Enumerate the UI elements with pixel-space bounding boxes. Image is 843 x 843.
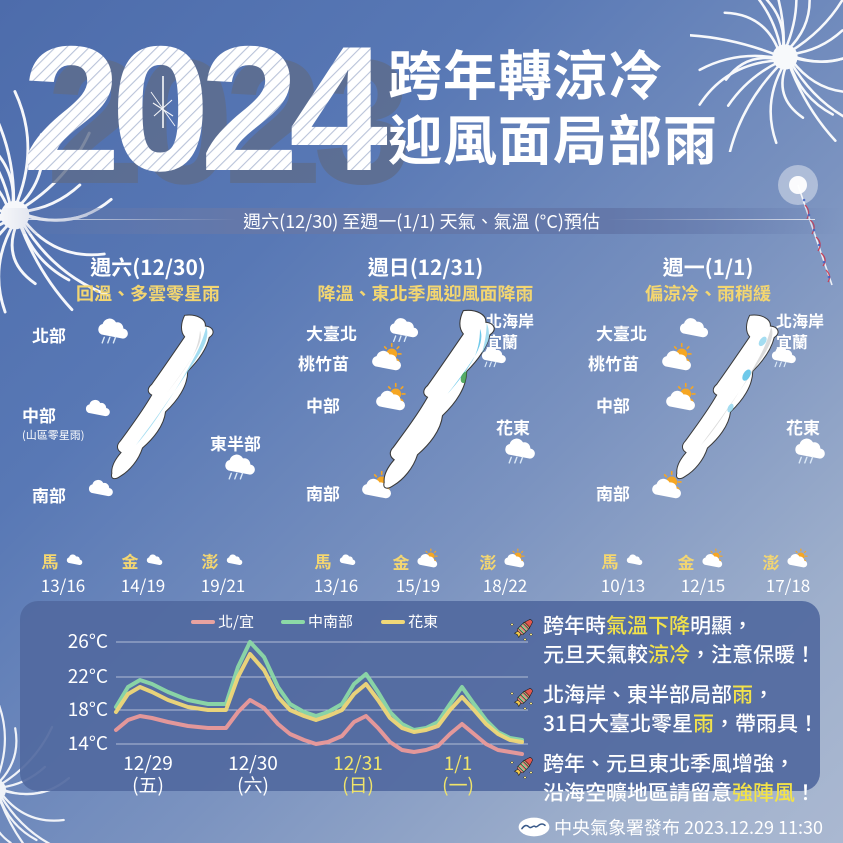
svg-text:14°C: 14°C: [68, 729, 108, 756]
svg-text:(五): (五): [132, 771, 164, 797]
svg-text:中南部: 中南部: [308, 612, 353, 632]
svg-text:18°C: 18°C: [68, 695, 108, 722]
svg-text:22°C: 22°C: [68, 662, 108, 689]
svg-text:北/宜: 北/宜: [218, 612, 254, 632]
svg-text:2024: 2024: [22, 9, 388, 208]
svg-text:(一): (一): [442, 771, 474, 797]
svg-text:(日): (日): [342, 771, 374, 797]
svg-text:26°C: 26°C: [68, 627, 108, 654]
svg-text:(六): (六): [237, 771, 269, 797]
svg-text:花東: 花東: [408, 612, 438, 632]
